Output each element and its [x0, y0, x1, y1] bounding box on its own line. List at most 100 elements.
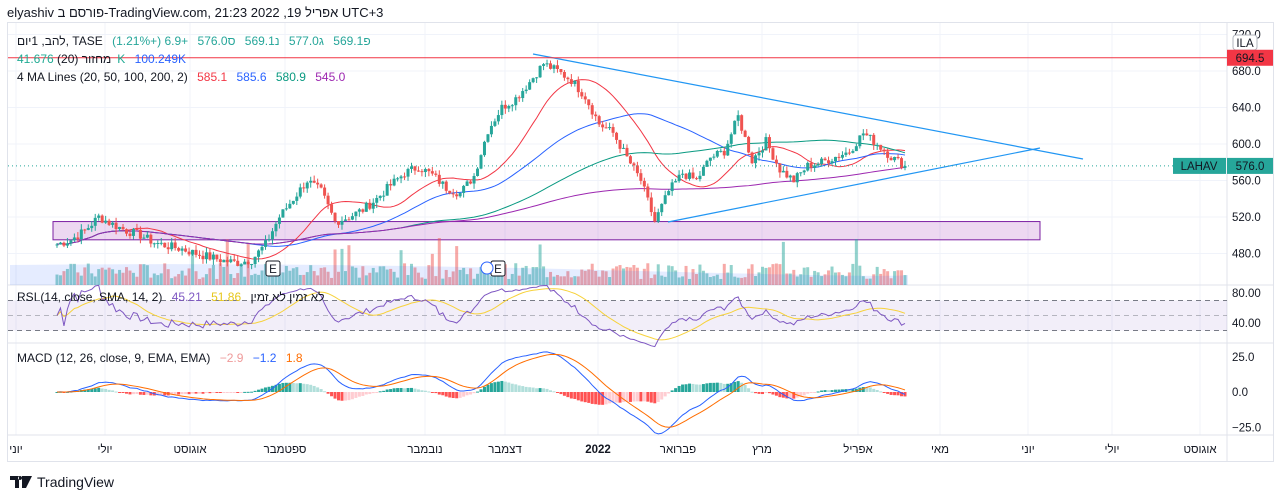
- macd-histogram-bar: [420, 390, 424, 392]
- rsi-label[interactable]: RSI (14, close, SMA, 14, 2): [17, 290, 163, 304]
- macd-histogram-bar: [354, 392, 358, 398]
- volume-bar: [291, 268, 295, 285]
- macd-histogram-bar: [427, 391, 431, 393]
- macd-label[interactable]: MACD (12, 26, close, 9, EMA, EMA): [17, 351, 211, 365]
- macd-tick: 25.0: [1232, 352, 1254, 364]
- candle-body: [323, 187, 327, 196]
- macd-histogram-bar: [792, 392, 796, 399]
- macd-histogram-bar: [663, 392, 667, 397]
- volume-bar: [142, 264, 146, 285]
- candle-body: [566, 77, 570, 80]
- macd-histogram-bar: [820, 390, 824, 392]
- candle-body: [552, 65, 556, 69]
- candle-body: [750, 152, 754, 164]
- candle-body: [326, 195, 330, 205]
- volume-bar: [559, 276, 563, 285]
- volume-bar: [545, 277, 549, 285]
- volume-bar: [97, 269, 101, 285]
- volume-bar: [135, 276, 139, 285]
- legend-symbol[interactable]: להב, 1יום, TASE: [17, 34, 103, 48]
- macd-histogram-bar: [882, 392, 886, 393]
- candle-body: [476, 168, 480, 176]
- candle-body: [222, 259, 226, 263]
- candle-body: [510, 105, 514, 107]
- macd-histogram-bar: [305, 384, 309, 392]
- earnings-marker[interactable]: E: [265, 260, 281, 277]
- volume-bar: [305, 272, 309, 285]
- macd-histogram-bar: [733, 381, 737, 392]
- volume-bar: [385, 269, 389, 285]
- volume-bar: [552, 276, 556, 285]
- tradingview-logo[interactable]: TradingView: [10, 474, 114, 490]
- macd-histogram-bar: [444, 392, 448, 397]
- volume-label[interactable]: מחזור (20): [57, 52, 112, 66]
- earnings-marker-label: E: [269, 264, 277, 276]
- macd-histogram-bar: [288, 382, 292, 392]
- rsi-ma-value: 51.86: [211, 290, 242, 304]
- macd-histogram-bar: [806, 392, 810, 394]
- candle-body: [604, 127, 608, 129]
- volume-bar: [204, 274, 208, 285]
- volume-bar: [76, 272, 80, 285]
- candle-body: [597, 116, 601, 125]
- earnings-marker[interactable]: E: [490, 260, 506, 277]
- volume-bar: [281, 272, 285, 285]
- macd-histogram-bar: [840, 389, 844, 392]
- volume-bar: [416, 272, 420, 285]
- volume-bar: [239, 263, 243, 285]
- candle-body: [354, 211, 358, 217]
- candle-body: [257, 250, 261, 257]
- volume-bar: [705, 273, 709, 285]
- candle-body: [886, 151, 890, 158]
- volume-bar: [371, 267, 375, 285]
- volume-bar: [482, 266, 486, 285]
- macd-hist-value: −2.9: [219, 351, 244, 365]
- macd-histogram-bar: [562, 392, 566, 396]
- candle-body: [590, 105, 594, 115]
- volume-bar: [270, 276, 274, 285]
- volume-bar: [646, 263, 650, 285]
- volume-bar: [69, 263, 73, 285]
- legend-open: פ569.1: [333, 34, 371, 48]
- volume-bar: [166, 269, 170, 285]
- candle-body: [309, 180, 313, 183]
- candle-body: [250, 264, 254, 266]
- time-tick: מאי: [931, 444, 949, 456]
- candle-body: [76, 237, 80, 240]
- volume-bar: [156, 275, 160, 285]
- volume-bar: [757, 272, 761, 285]
- macd-histogram-bar: [413, 388, 417, 392]
- volume-bar: [851, 263, 855, 285]
- volume-bar: [215, 278, 219, 285]
- volume-bar: [257, 274, 261, 285]
- macd-histogram-bar: [583, 392, 587, 403]
- volume-bar: [521, 267, 525, 285]
- volume-bar: [847, 272, 851, 285]
- volume-bar: [236, 273, 240, 285]
- macd-histogram-bar: [243, 391, 247, 393]
- volume-bar: [642, 268, 646, 285]
- time-tick: יוני: [9, 444, 22, 456]
- candle-body: [114, 222, 118, 230]
- candle-body: [809, 162, 813, 168]
- volume-bar: [104, 269, 108, 285]
- volume-bar: [152, 273, 156, 285]
- macd-histogram-bar: [260, 388, 264, 392]
- macd-histogram-bar: [816, 391, 820, 393]
- volume-bar: [736, 277, 740, 285]
- candle-body: [403, 176, 407, 178]
- candle-body: [184, 248, 188, 252]
- ma-label[interactable]: 4 MA Lines (20, 50, 100, 200, 2): [17, 70, 188, 84]
- volume-bar: [635, 267, 639, 285]
- candle-body: [514, 97, 518, 106]
- volume-bar: [733, 276, 737, 285]
- volume-bar: [879, 273, 883, 285]
- volume-bar: [319, 267, 323, 285]
- macd-histogram-bar: [667, 392, 671, 394]
- macd-histogram-bar: [107, 389, 111, 392]
- volume-bar: [535, 267, 539, 285]
- volume-bar: [197, 278, 201, 285]
- volume-bar: [889, 278, 893, 285]
- macd-histogram-bar: [715, 382, 719, 392]
